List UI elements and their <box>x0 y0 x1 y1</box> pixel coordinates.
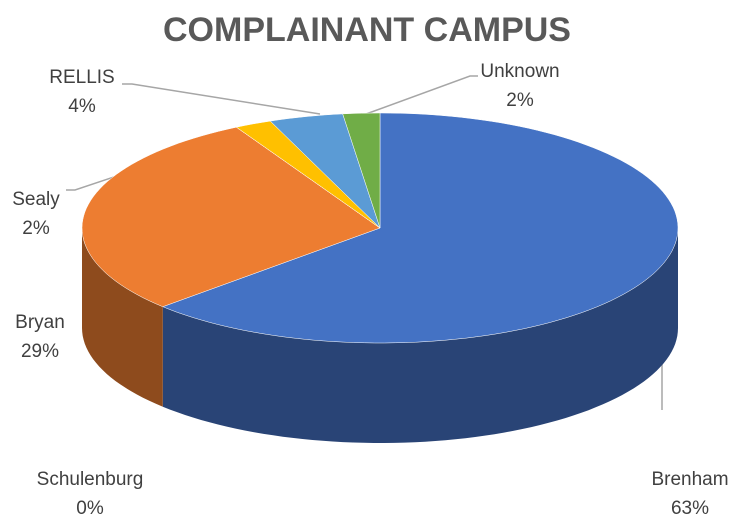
slice-side <box>82 228 163 407</box>
slice-value-label: 4% <box>68 96 96 117</box>
slice <box>81 126 381 307</box>
slice-value-label: 29% <box>21 341 59 362</box>
slice <box>162 112 679 344</box>
slice-label: Unknown <box>480 61 559 82</box>
leader-line <box>122 83 321 115</box>
slice-label: Bryan <box>15 312 65 333</box>
leader-line <box>365 75 478 115</box>
slice-label: Sealy <box>12 189 60 210</box>
slice-value-label: 63% <box>671 498 709 519</box>
chart-title: COMPLAINANT CAMPUS <box>163 11 571 49</box>
slice-label: Schulenburg <box>37 469 144 490</box>
slice-value-label: 2% <box>22 218 50 239</box>
slice <box>269 113 381 229</box>
slice-value-label: 0% <box>76 498 104 519</box>
slice-label: RELLIS <box>49 67 114 88</box>
slice-label: Brenham <box>651 469 728 490</box>
slice-side <box>162 228 679 443</box>
slice <box>342 112 381 229</box>
slice-value-label: 2% <box>506 90 534 111</box>
